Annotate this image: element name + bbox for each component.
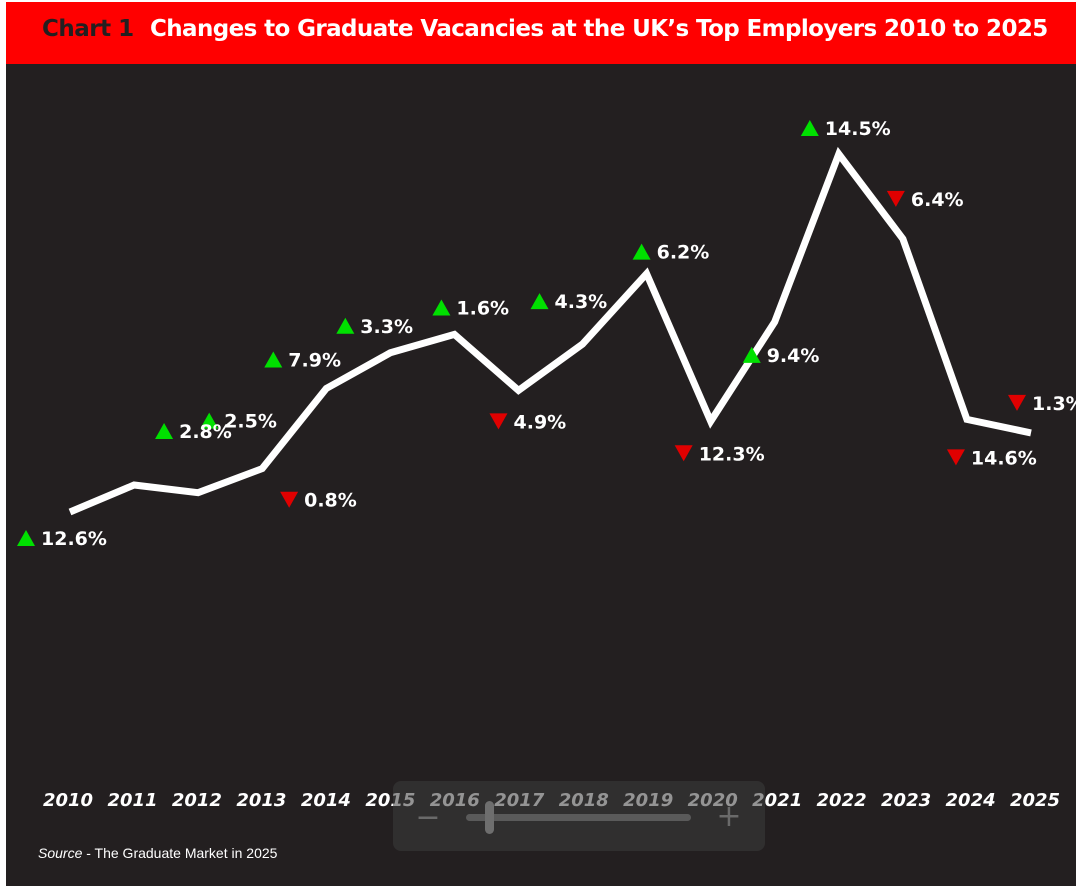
data-label-2010: 12.6%	[41, 528, 107, 550]
source-prefix: Source	[38, 845, 83, 861]
data-label-2019: 6.2%	[657, 242, 710, 264]
x-tick-label-2013: 2013	[236, 790, 286, 811]
x-tick-label-2024: 2024	[946, 790, 996, 811]
zoom-out-button[interactable]: −	[415, 800, 441, 835]
data-label-2023: 6.4%	[911, 189, 964, 211]
up-arrow-icon-2019	[632, 243, 651, 260]
data-label-2025: 1.3%	[1032, 393, 1080, 415]
down-arrow-icon-2023	[886, 190, 905, 207]
data-label-2013: 2.5%	[224, 411, 277, 433]
data-label-2020: 12.3%	[699, 443, 765, 465]
up-arrow-icon-2014	[264, 351, 283, 368]
x-tick-label-2022: 2022	[817, 790, 867, 811]
data-label-2014: 7.9%	[288, 350, 341, 372]
down-arrow-icon-2020	[674, 445, 693, 462]
x-tick-label-2025: 2025	[1010, 790, 1060, 811]
data-label-2022: 14.5%	[825, 118, 891, 140]
data-label-2018: 4.3%	[555, 291, 608, 313]
chart-number: Chart 1	[42, 16, 134, 42]
zoom-slider-track[interactable]	[466, 814, 691, 821]
data-label-2016: 1.6%	[456, 297, 509, 319]
up-arrow-icon-2013	[200, 412, 219, 429]
zoom-in-button[interactable]: +	[716, 799, 742, 834]
source-note: Source - The Graduate Market in 2025	[38, 845, 277, 861]
up-arrow-icon-2016	[432, 299, 451, 316]
data-label-2012: 0.8%	[304, 490, 357, 512]
down-arrow-icon-2025	[1008, 394, 1026, 411]
x-tick-label-2014: 2014	[301, 790, 351, 811]
data-label-2017: 4.9%	[514, 411, 567, 433]
down-arrow-icon-2024	[946, 449, 965, 466]
data-label-2021: 9.4%	[767, 345, 820, 367]
source-text: - The Graduate Market in 2025	[82, 845, 278, 861]
x-tick-label-2012: 2012	[172, 790, 222, 811]
zoom-slider-handle[interactable]	[484, 801, 494, 834]
down-arrow-icon-2012	[280, 491, 299, 508]
up-arrow-icon-2018	[530, 293, 549, 310]
x-tick-label-2010: 2010	[43, 790, 93, 811]
x-tick-label-2023: 2023	[881, 790, 931, 811]
data-label-2011: 2.8%	[179, 421, 232, 443]
data-label-2015: 3.3%	[360, 316, 413, 338]
up-arrow-icon-2011	[155, 422, 174, 439]
series-line	[68, 146, 1032, 516]
up-arrow-icon-2022	[800, 120, 819, 136]
up-arrow-icon-2021	[742, 346, 761, 363]
chart-title: Changes to Graduate Vacancies at the UK’…	[150, 16, 1048, 42]
up-arrow-icon-2015	[336, 317, 355, 334]
down-arrow-icon-2017	[489, 413, 508, 430]
x-tick-label-2011: 2011	[107, 790, 157, 811]
data-label-2024: 14.6%	[971, 447, 1037, 469]
zoom-control[interactable]: − +	[393, 781, 765, 851]
up-arrow-icon-2010	[17, 530, 35, 546]
chart-header: Chart 1 Changes to Graduate Vacancies at…	[6, 2, 1076, 64]
chart-frame: Chart 1 Changes to Graduate Vacancies at…	[6, 2, 1076, 886]
